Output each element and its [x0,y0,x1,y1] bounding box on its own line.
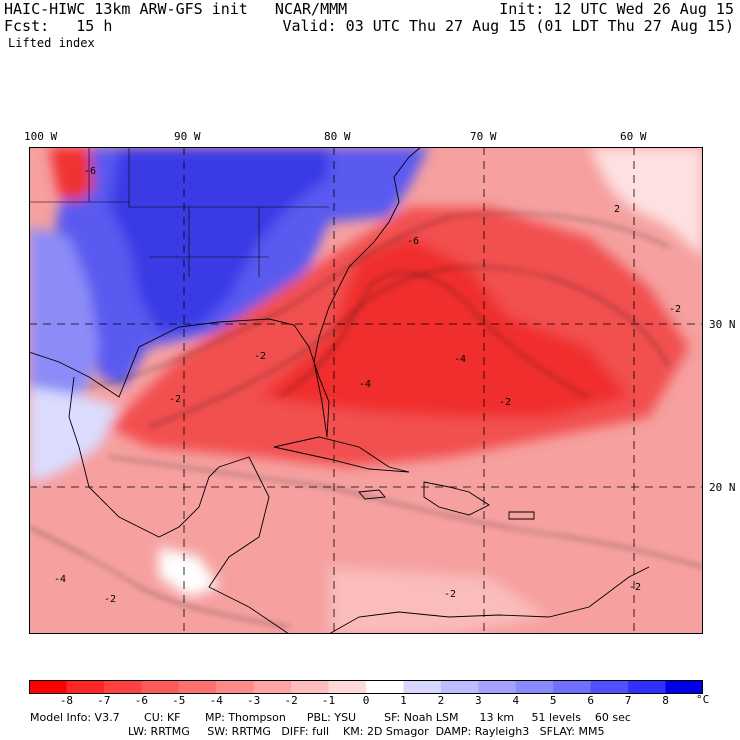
contour-label: -6 [84,166,96,177]
colorbar-tick-label: -2 [284,694,298,707]
colorbar-swatch [478,680,517,694]
field-name: Lifted index [8,36,95,50]
lifted-index-map: -6 -4 -2 2 -6 -4 -2 -2 -2 -4 -2 -2 -2 [29,147,703,634]
gulf-coast [29,147,422,438]
contour-label: -2 [669,304,681,315]
colorbar-unit: °C [696,693,710,706]
contour-label: -2 [629,582,641,593]
lat-label-20n: 20 N [709,481,736,494]
contour-label: -4 [454,354,466,365]
coastlines [29,147,650,634]
colorbar [29,680,703,694]
cuba [273,436,410,473]
mexico-coast [68,376,290,634]
jamaica [358,489,386,500]
map-frame [29,147,703,634]
dry-gulf-spot [159,547,219,597]
contour-label-group: -6 -4 -2 2 -6 -4 -2 -2 -2 -4 -2 -2 -2 [54,166,681,605]
contour-label: -2 [254,351,266,362]
state-borders [29,147,329,277]
contour-neg2-a [88,212,670,388]
lat-label-30n: 30 N [709,318,736,331]
colorbar-swatch [328,680,367,694]
colorbar-tick-label: 2 [437,694,445,707]
contour-neg2-b [108,456,703,568]
colorbar-tick-label: 3 [475,694,482,707]
colorbar-swatch [665,680,703,694]
lon-label-70w: 70 W [470,130,497,143]
lon-label-90w: 90 W [174,130,201,143]
colorbar-frame [29,680,703,694]
colorbar-tick-label: 6 [587,694,594,707]
lon-label-60w: 60 W [620,130,647,143]
colorbar-tick-label: 5 [549,694,557,707]
stable-region-core [109,147,329,332]
colorbar-swatch [403,680,442,694]
contour-label: 2 [614,204,620,215]
contour-label: -4 [359,379,371,390]
caribbean-weak [329,567,549,634]
init-time: Init: 12 UTC Wed 26 Aug 15 [499,0,734,18]
northwest-unstable [49,147,94,202]
colorbar-swatch [253,680,292,694]
colorbar-tick-label: -6 [134,694,148,707]
colorbar-swatch [628,680,667,694]
colorbar-swatch [141,680,180,694]
colorbar-tick-label: 0 [362,694,370,707]
model-info-line2: LW: RRTMG SW: RRTMG DIFF: full KM: 2D Sm… [128,725,605,738]
puerto-rico [508,511,535,520]
colorbar-swatch [553,680,592,694]
colorbar-tick-label: -3 [247,694,261,707]
contour-label: -2 [499,397,511,408]
contours [29,212,703,628]
lon-label-80w: 80 W [324,130,351,143]
colorbar-tick-label: 1 [400,694,407,707]
contour-label: -2 [444,589,456,600]
colorbar-swatch [366,680,404,694]
colorbar-swatch [440,680,479,694]
valid-time: Valid: 03 UTC Thu 27 Aug 15 (01 LDT Thu … [282,17,734,35]
contour-label: -6 [407,236,419,247]
contour-neg4-a [148,266,670,428]
unstable-core [259,237,629,417]
model-title: HAIC-HIWC 13km ARW-GFS init NCAR/MMM [4,0,348,18]
colorbar-swatch [291,680,330,694]
colorbar-swatch [66,680,105,694]
lon-label-100w: 100 W [24,130,58,143]
colorbar-tick-label: 4 [512,694,520,707]
colorbar-swatch [515,680,554,694]
colorbar-tick-label: 8 [662,694,669,707]
forecast-hour: Fcst: 15 h [4,17,113,35]
neutral-east [589,147,703,257]
south-america [328,566,650,634]
model-info-line1: Model Info: V3.7 CU: KF MP: Thompson PBL… [30,711,631,724]
graticule [29,147,703,634]
contour-label: -2 [169,394,181,405]
colorbar-tick-label: -7 [97,694,111,707]
colorbar-swatch [178,680,217,694]
weak-stable-band [29,387,119,482]
contour-neg6-a [278,272,590,398]
colorbar-swatch [103,680,142,694]
colorbar-tick-label: -8 [59,694,74,707]
colorbar-tick-label: -1 [321,694,336,707]
stable-region-west [29,227,99,407]
colorbar-swatch [29,680,67,694]
colorbar-tick-label: -4 [209,694,223,707]
contour-2-south [29,526,290,628]
contour-label: -4 [54,574,66,585]
colorbar-tick-label: -5 [172,694,186,707]
hispaniola [423,481,490,516]
colorbar-tick-label: 7 [624,694,632,707]
contour-label: -2 [104,594,116,605]
colorbar-swatch [590,680,629,694]
colorbar-swatch [216,680,255,694]
